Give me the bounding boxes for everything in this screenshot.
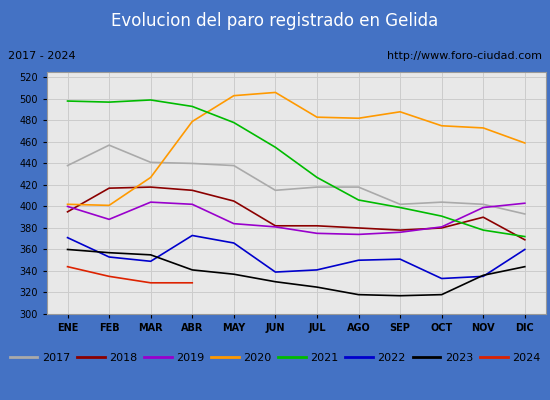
Text: 2017 - 2024: 2017 - 2024 [8, 51, 76, 61]
Text: http://www.foro-ciudad.com: http://www.foro-ciudad.com [387, 51, 542, 61]
Legend: 2017, 2018, 2019, 2020, 2021, 2022, 2023, 2024: 2017, 2018, 2019, 2020, 2021, 2022, 2023… [5, 349, 545, 368]
Text: Evolucion del paro registrado en Gelida: Evolucion del paro registrado en Gelida [111, 12, 439, 30]
